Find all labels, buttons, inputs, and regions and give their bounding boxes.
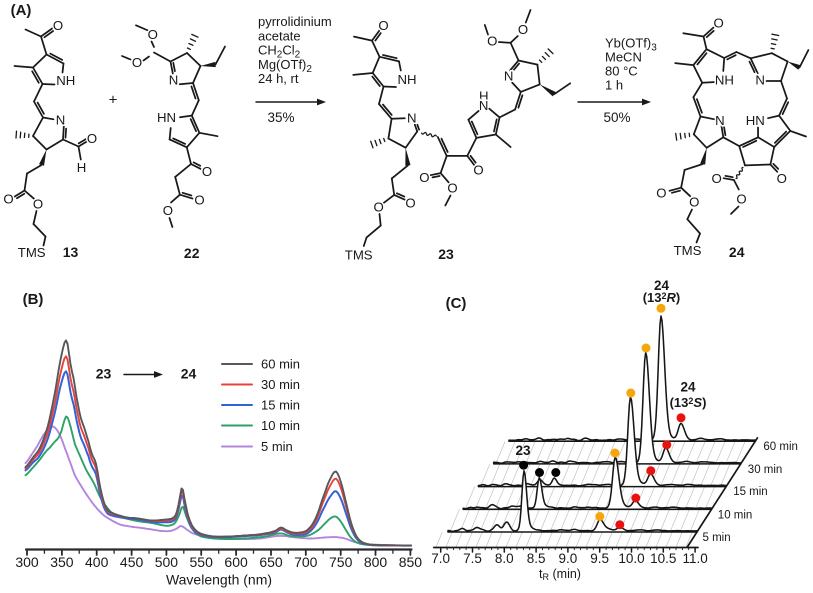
svg-text:30 min: 30 min — [261, 377, 300, 392]
svg-text:850: 850 — [399, 554, 423, 570]
svg-text:400: 400 — [85, 554, 109, 570]
svg-text:80 °C: 80 °C — [605, 64, 638, 79]
svg-text:N: N — [407, 110, 417, 125]
svg-text:NH: NH — [715, 72, 734, 87]
svg-text:(C): (C) — [446, 295, 467, 312]
svg-text:HN: HN — [746, 113, 765, 128]
svg-text:O: O — [132, 55, 142, 70]
svg-text:(132R): (132R) — [643, 290, 681, 305]
svg-text:O: O — [473, 163, 483, 178]
svg-text:700: 700 — [294, 554, 318, 570]
svg-text:O: O — [656, 186, 666, 201]
svg-text:8.0: 8.0 — [495, 551, 514, 566]
svg-text:O: O — [373, 200, 383, 215]
svg-text:N: N — [169, 73, 179, 88]
svg-text:22: 22 — [184, 245, 200, 261]
svg-text:11.0: 11.0 — [682, 551, 707, 566]
svg-text:Yb(OTf)3: Yb(OTf)3 — [605, 36, 657, 54]
svg-text:350: 350 — [50, 554, 74, 570]
svg-text:O: O — [689, 194, 699, 209]
svg-text:O: O — [53, 18, 63, 33]
svg-text:(A): (A) — [11, 2, 32, 19]
svg-text:650: 650 — [259, 554, 283, 570]
svg-text:7.0: 7.0 — [431, 551, 450, 566]
svg-text:H: H — [479, 89, 489, 104]
svg-text:O: O — [148, 27, 158, 42]
svg-text:24: 24 — [654, 278, 670, 293]
svg-text:24 h, rt: 24 h, rt — [258, 71, 299, 86]
svg-text:Wavelength (nm): Wavelength (nm) — [166, 572, 272, 588]
svg-text:23: 23 — [438, 246, 454, 262]
svg-text:O: O — [711, 171, 721, 186]
svg-text:(132S): (132S) — [670, 395, 707, 410]
svg-text:9.5: 9.5 — [590, 551, 609, 566]
svg-text:O: O — [777, 171, 787, 186]
svg-text:tR (min): tR (min) — [539, 567, 581, 582]
svg-text:N: N — [56, 112, 66, 127]
svg-text:5 min: 5 min — [261, 439, 293, 454]
svg-text:15 min: 15 min — [261, 398, 300, 413]
svg-text:60 min: 60 min — [763, 441, 798, 453]
svg-text:O: O — [202, 164, 212, 179]
svg-text:800: 800 — [364, 554, 388, 570]
svg-text:10.5: 10.5 — [650, 551, 676, 566]
svg-text:O: O — [518, 22, 528, 37]
svg-text:TMS: TMS — [18, 245, 46, 260]
svg-text:O: O — [163, 203, 173, 218]
svg-text:acetate: acetate — [258, 28, 301, 43]
svg-text:TMS: TMS — [674, 243, 702, 258]
svg-text:60 min: 60 min — [261, 357, 300, 372]
svg-text:NH: NH — [397, 72, 416, 87]
svg-text:O: O — [194, 193, 204, 208]
svg-text:450: 450 — [120, 554, 144, 570]
svg-text:23: 23 — [96, 366, 112, 382]
svg-text:O: O — [419, 170, 429, 185]
svg-text:N: N — [504, 68, 514, 83]
svg-text:23: 23 — [515, 443, 531, 458]
svg-text:24: 24 — [181, 366, 197, 382]
svg-text:O: O — [33, 197, 43, 212]
svg-text:O: O — [713, 16, 723, 31]
svg-text:10 min: 10 min — [261, 418, 300, 433]
svg-text:O: O — [87, 131, 97, 146]
svg-text:600: 600 — [224, 554, 248, 570]
svg-text:O: O — [736, 191, 746, 206]
svg-text:7.5: 7.5 — [463, 551, 482, 566]
svg-text:10.0: 10.0 — [618, 551, 644, 566]
svg-text:O: O — [3, 192, 13, 207]
svg-text:1 h: 1 h — [605, 78, 623, 93]
svg-text:10 min: 10 min — [718, 510, 753, 522]
svg-text:TMS: TMS — [345, 247, 373, 262]
svg-text:500: 500 — [155, 554, 179, 570]
svg-text:N: N — [755, 73, 765, 88]
svg-text:N: N — [715, 113, 725, 128]
svg-text:300: 300 — [15, 554, 39, 570]
svg-text:O: O — [378, 18, 388, 33]
svg-text:24: 24 — [680, 380, 696, 395]
svg-text:750: 750 — [329, 554, 353, 570]
svg-text:50%: 50% — [603, 110, 630, 125]
svg-text:MeCN: MeCN — [605, 50, 642, 65]
svg-text:5 min: 5 min — [703, 532, 731, 544]
svg-text:NH: NH — [56, 73, 75, 88]
svg-text:O: O — [487, 34, 497, 49]
svg-text:30 min: 30 min — [748, 464, 783, 476]
svg-text:O: O — [447, 181, 457, 196]
svg-text:HN: HN — [157, 110, 176, 125]
svg-text:(B): (B) — [23, 291, 44, 308]
svg-text:8.5: 8.5 — [527, 551, 546, 566]
svg-text:35%: 35% — [267, 110, 294, 125]
svg-text:O: O — [405, 195, 415, 210]
svg-text:15 min: 15 min — [733, 486, 768, 498]
svg-text:N: N — [479, 98, 489, 113]
svg-text:9.0: 9.0 — [559, 551, 578, 566]
svg-text:+: + — [109, 92, 118, 109]
svg-text:550: 550 — [190, 554, 214, 570]
svg-text:pyrrolidinium: pyrrolidinium — [258, 14, 332, 29]
svg-text:Mg(OTf)2: Mg(OTf)2 — [258, 57, 312, 75]
svg-text:24: 24 — [729, 244, 745, 260]
svg-text:CH2Cl2: CH2Cl2 — [258, 43, 301, 61]
svg-text:H: H — [77, 160, 87, 175]
svg-text:13: 13 — [63, 244, 79, 260]
